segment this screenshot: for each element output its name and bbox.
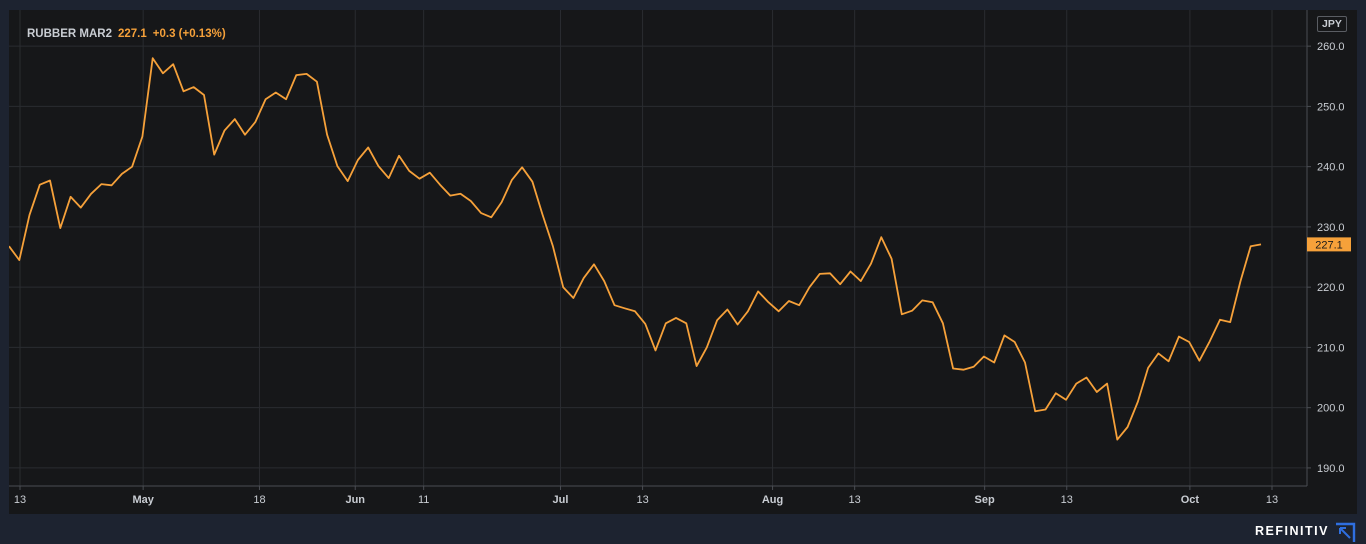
x-axis-labels: 13 May 18 Jun 11 Jul 13 Aug 13 Sep 13 Oct 13 — [14, 494, 1278, 506]
last-value-badge — [1307, 237, 1351, 252]
refinitiv-logo-icon — [1336, 522, 1356, 542]
legend: RUBBER MAR2 227.1 +0.3 (+0.13%) — [27, 28, 226, 40]
price-series-line — [9, 57, 1262, 441]
legend-price: 227.1 — [117, 28, 147, 40]
x-tick-label: 13 — [636, 494, 648, 506]
currency-badge[interactable]: JPY — [1317, 16, 1347, 32]
x-tick-label: May — [132, 494, 154, 506]
x-tick-label: Sep — [975, 494, 995, 506]
x-tick-label: 13 — [14, 494, 26, 506]
x-tick-label: 18 — [253, 494, 265, 506]
x-tick-label: Jul — [553, 494, 569, 506]
axes — [9, 10, 1311, 490]
last-value-marker: 227.1 — [1307, 237, 1351, 252]
x-tick-label: 11 — [418, 494, 429, 506]
x-tick-label: 13 — [1061, 494, 1073, 506]
legend-change: +0.3 (+0.13%) — [152, 28, 226, 40]
y-tick-label: 220.0 — [1317, 282, 1345, 294]
x-tick-label: Oct — [1181, 494, 1200, 506]
last-value-label: 227.1 — [1315, 239, 1343, 251]
y-tick-label: 240.0 — [1317, 162, 1345, 174]
price-chart[interactable]: 13 May 18 Jun 11 Jul 13 Aug 13 Sep 13 Oct 13 190.0 20… — [9, 10, 1357, 514]
y-tick-label: 260.0 — [1317, 41, 1345, 53]
y-tick-label: 250.0 — [1317, 101, 1345, 113]
x-tick-label: 13 — [1266, 494, 1278, 506]
chart-panel[interactable]: 13 May 18 Jun 11 Jul 13 Aug 13 Sep 13 Oct 13 190.0 20… — [9, 10, 1357, 514]
y-tick-label: 190.0 — [1317, 463, 1345, 475]
brand-name: REFINITIV — [1255, 524, 1329, 538]
x-tick-label: 13 — [849, 494, 861, 506]
x-tick-label: Aug — [762, 494, 783, 506]
y-tick-label: 210.0 — [1317, 342, 1345, 354]
grid-lines — [9, 10, 1307, 486]
y-tick-label: 200.0 — [1317, 403, 1345, 415]
y-tick-label: 230.0 — [1317, 222, 1345, 234]
legend-symbol: RUBBER MAR2 — [27, 28, 112, 40]
x-tick-label: Jun — [345, 494, 365, 506]
y-axis-labels: 190.0 200.0 210.0 220.0 230.0 240.0 250.0 260.0 — [1317, 41, 1345, 475]
